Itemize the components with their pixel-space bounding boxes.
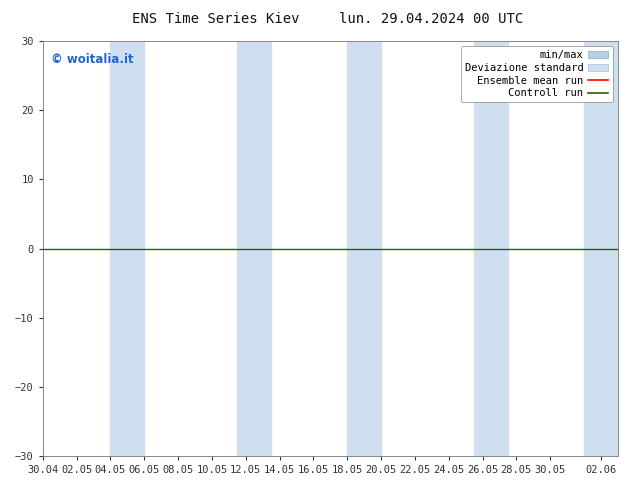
Legend: min/max, Deviazione standard, Ensemble mean run, Controll run: min/max, Deviazione standard, Ensemble m… [460,46,612,102]
Bar [474,41,508,456]
Bar [110,41,145,456]
Bar [237,41,271,456]
Text: © woitalia.it: © woitalia.it [51,53,134,67]
Bar [347,41,381,456]
Bar [584,41,618,456]
Text: ENS Time Series Kiev: ENS Time Series Kiev [132,12,299,26]
Text: lun. 29.04.2024 00 UTC: lun. 29.04.2024 00 UTC [339,12,523,26]
